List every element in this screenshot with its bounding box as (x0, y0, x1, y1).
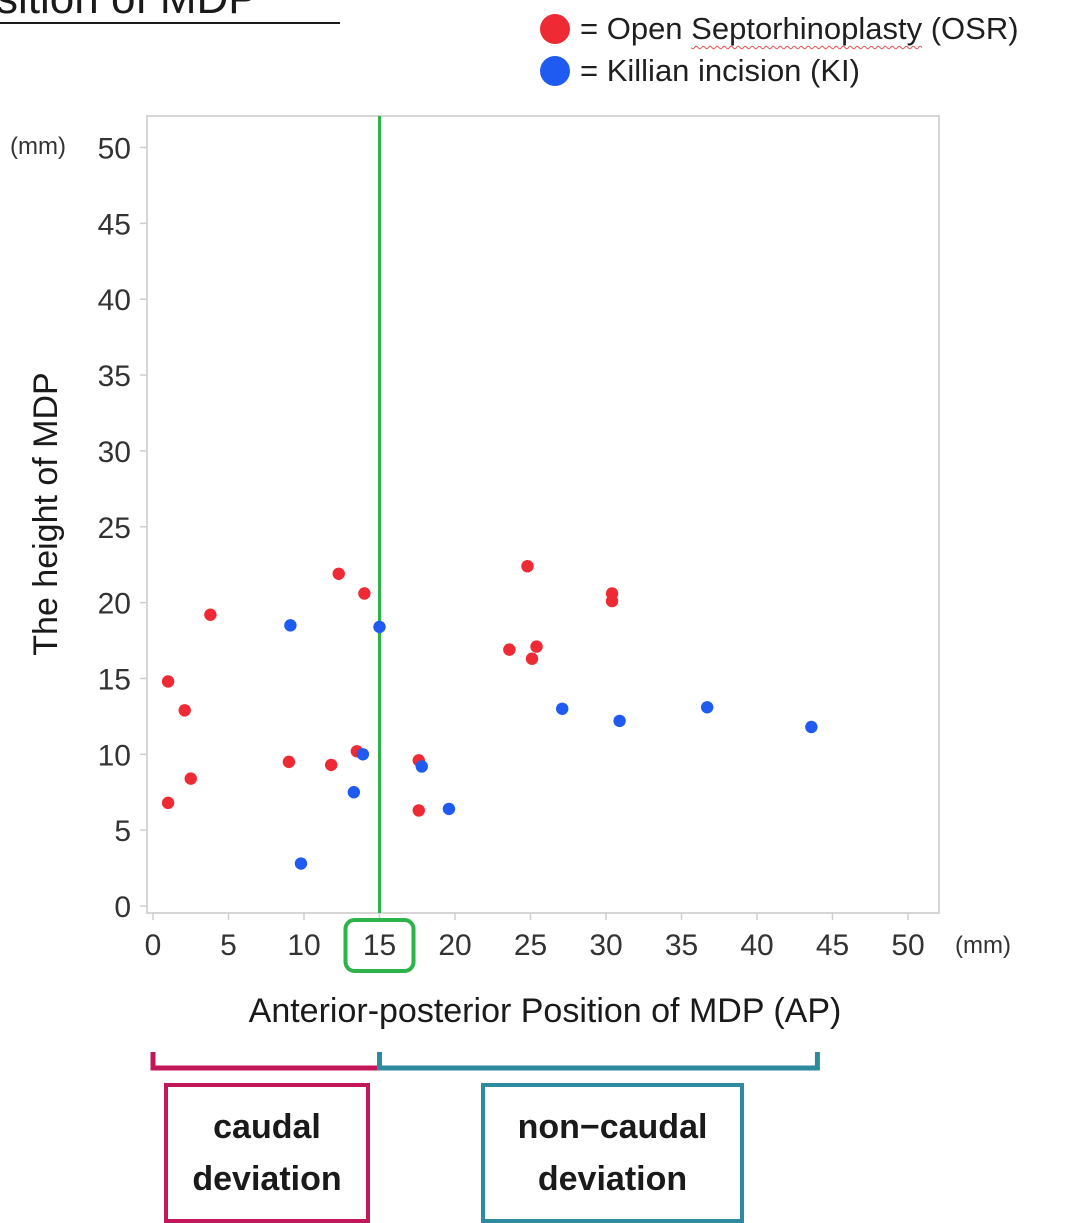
x-tick-label: 20 (438, 929, 471, 962)
legend-osr-prefix: = Open (580, 11, 692, 46)
osr-marker-swatch (540, 14, 570, 44)
y-tick-label: 5 (114, 815, 131, 848)
x-tick-label: 0 (145, 929, 162, 962)
legend-osr-suffix: (OSR) (922, 11, 1019, 46)
y-unit-label: (mm) (10, 133, 66, 160)
x-axis-title: Anterior-posterior Position of MDP (AP) (249, 992, 842, 1030)
legend-item-osr: = Open Septorhinoplasty (OSR) (540, 8, 1019, 50)
title-underline (0, 22, 340, 24)
y-tick-label: 20 (98, 588, 131, 621)
osr-point (412, 804, 425, 817)
data-points (161, 559, 818, 870)
ki-point (415, 760, 428, 773)
osr-point (282, 755, 296, 769)
x-tick-label: 10 (287, 929, 320, 962)
non-caudal-deviation-label: non−caudal deviation (481, 1083, 744, 1223)
x-tick-label: 45 (816, 929, 849, 962)
osr-point (178, 704, 191, 717)
caudal-deviation-label: caudal deviation (164, 1083, 370, 1223)
plot-frame (146, 115, 940, 914)
y-tick-label: 0 (114, 891, 131, 924)
y-tick-label: 50 (98, 133, 131, 166)
ki-point (442, 802, 456, 816)
osr-point (530, 640, 543, 653)
ki-point (347, 786, 361, 799)
x-tick-label: 25 (514, 929, 547, 962)
x-tick-label: 15 (363, 929, 396, 962)
ki-point (700, 701, 714, 714)
osr-point (161, 675, 175, 688)
osr-point (184, 772, 197, 785)
x-tick-label: 30 (589, 929, 622, 962)
y-tick-label: 15 (98, 663, 131, 696)
legend-osr-word: Septorhinoplasty (691, 11, 923, 46)
osr-point (521, 559, 534, 573)
caudal-line2: deviation (192, 1160, 342, 1198)
ki-point (556, 702, 569, 715)
osr-point (161, 796, 175, 810)
y-axis-title: The height of MDP (27, 372, 65, 655)
ki-point (356, 748, 370, 761)
osr-point (332, 567, 345, 580)
y-tick-label: 10 (98, 739, 131, 772)
ki-point (805, 720, 818, 734)
y-tick-label: 25 (98, 512, 131, 545)
group-brackets (150, 1052, 820, 1071)
legend-item-ki: = Killian incision (KI) (540, 50, 1019, 92)
osr-point (204, 608, 217, 621)
ki-point (294, 857, 308, 870)
osr-point (605, 594, 619, 608)
osr-point (503, 643, 516, 656)
non-caudal-line1: non−caudal (517, 1108, 708, 1146)
ki-point (373, 620, 386, 634)
caudal-line1: caudal (213, 1108, 321, 1146)
y-tick-label: 35 (98, 360, 131, 393)
legend: = Open Septorhinoplasty (OSR) = Killian … (540, 8, 1019, 92)
osr-point (358, 587, 371, 600)
y-tick-label: 40 (98, 284, 131, 317)
figure-title-fragment: sition of MDP (0, 0, 258, 24)
ki-point (284, 619, 297, 632)
legend-ki-label: = Killian incision (KI) (580, 53, 860, 88)
osr-point (324, 758, 338, 772)
figure-title-text: sition of MDP (0, 0, 258, 23)
non-caudal-bracket (377, 1052, 820, 1071)
x-unit-label: (mm) (955, 932, 1011, 959)
ki-marker-swatch (540, 56, 570, 86)
caudal-bracket (150, 1052, 382, 1071)
x-tick-label: 5 (220, 929, 237, 962)
x-tick-label: 35 (665, 929, 698, 962)
y-tick-label: 30 (98, 436, 131, 469)
ki-point (613, 714, 626, 728)
non-caudal-line2: deviation (537, 1160, 688, 1198)
highlighted-tick-box (343, 918, 416, 973)
y-tick-label: 45 (98, 208, 131, 241)
axes: 0 5 10 15 20 25 30 35 40 45 50 0 5 10 15 20 25 30 35 40 45 50 (98, 116, 925, 973)
x-tick-label: 50 (891, 929, 924, 962)
osr-point (525, 652, 539, 665)
x-tick-label: 40 (740, 929, 773, 962)
